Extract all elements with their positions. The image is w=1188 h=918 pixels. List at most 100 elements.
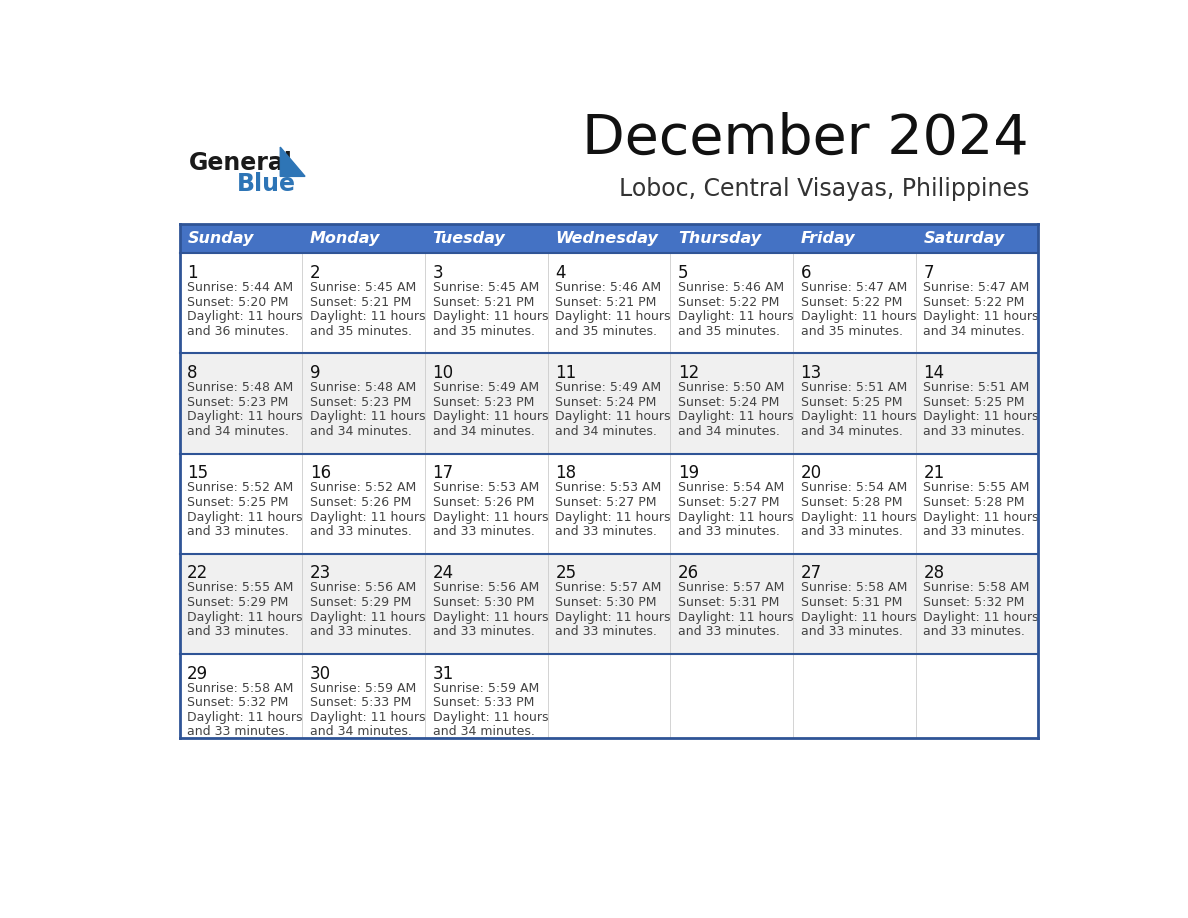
Text: 19: 19 bbox=[678, 465, 699, 482]
Text: Sunrise: 5:55 AM: Sunrise: 5:55 AM bbox=[923, 481, 1030, 494]
Text: Sunset: 5:28 PM: Sunset: 5:28 PM bbox=[923, 496, 1025, 509]
Text: Sunrise: 5:44 AM: Sunrise: 5:44 AM bbox=[188, 281, 293, 294]
Text: 25: 25 bbox=[555, 565, 576, 582]
Text: Daylight: 11 hours: Daylight: 11 hours bbox=[310, 610, 425, 623]
Bar bbox=[425, 224, 548, 253]
Text: Daylight: 11 hours: Daylight: 11 hours bbox=[923, 510, 1038, 523]
Text: Daylight: 11 hours: Daylight: 11 hours bbox=[678, 310, 794, 323]
Text: Daylight: 11 hours: Daylight: 11 hours bbox=[801, 510, 916, 523]
Text: Sunset: 5:29 PM: Sunset: 5:29 PM bbox=[188, 596, 289, 609]
Text: 29: 29 bbox=[188, 665, 208, 683]
Text: Saturday: Saturday bbox=[923, 231, 1005, 246]
Text: and 35 minutes.: and 35 minutes. bbox=[801, 325, 903, 338]
Text: 14: 14 bbox=[923, 364, 944, 382]
Text: Sunset: 5:27 PM: Sunset: 5:27 PM bbox=[555, 496, 657, 509]
Text: 20: 20 bbox=[801, 465, 822, 482]
Text: Sunrise: 5:52 AM: Sunrise: 5:52 AM bbox=[310, 481, 416, 494]
Text: Daylight: 11 hours: Daylight: 11 hours bbox=[188, 610, 303, 623]
Text: Sunrise: 5:53 AM: Sunrise: 5:53 AM bbox=[432, 481, 539, 494]
Text: 3: 3 bbox=[432, 264, 443, 282]
Text: Daylight: 11 hours: Daylight: 11 hours bbox=[432, 711, 548, 723]
Text: 4: 4 bbox=[555, 264, 565, 282]
Text: Sunset: 5:32 PM: Sunset: 5:32 PM bbox=[923, 596, 1025, 609]
Text: 10: 10 bbox=[432, 364, 454, 382]
Text: Sunset: 5:23 PM: Sunset: 5:23 PM bbox=[188, 396, 289, 409]
Text: Daylight: 11 hours: Daylight: 11 hours bbox=[923, 410, 1038, 423]
Text: Sunset: 5:25 PM: Sunset: 5:25 PM bbox=[188, 496, 289, 509]
Text: Daylight: 11 hours: Daylight: 11 hours bbox=[432, 410, 548, 423]
Text: 8: 8 bbox=[188, 364, 197, 382]
Text: Sunrise: 5:45 AM: Sunrise: 5:45 AM bbox=[310, 281, 416, 294]
Text: 1: 1 bbox=[188, 264, 198, 282]
Text: 9: 9 bbox=[310, 364, 321, 382]
Text: Sunset: 5:22 PM: Sunset: 5:22 PM bbox=[801, 296, 902, 308]
Text: Sunrise: 5:47 AM: Sunrise: 5:47 AM bbox=[923, 281, 1030, 294]
Text: and 36 minutes.: and 36 minutes. bbox=[188, 325, 289, 338]
Text: 26: 26 bbox=[678, 565, 699, 582]
Text: Sunrise: 5:46 AM: Sunrise: 5:46 AM bbox=[678, 281, 784, 294]
Text: Sunday: Sunday bbox=[188, 231, 253, 246]
Text: 6: 6 bbox=[801, 264, 811, 282]
Text: Sunrise: 5:55 AM: Sunrise: 5:55 AM bbox=[188, 581, 293, 594]
Text: 12: 12 bbox=[678, 364, 700, 382]
Text: Sunset: 5:32 PM: Sunset: 5:32 PM bbox=[188, 696, 289, 709]
Text: Sunrise: 5:48 AM: Sunrise: 5:48 AM bbox=[310, 381, 416, 394]
Text: Daylight: 11 hours: Daylight: 11 hours bbox=[555, 310, 671, 323]
Text: 28: 28 bbox=[923, 565, 944, 582]
Text: and 33 minutes.: and 33 minutes. bbox=[678, 525, 779, 538]
Text: 11: 11 bbox=[555, 364, 576, 382]
Text: and 33 minutes.: and 33 minutes. bbox=[188, 625, 289, 638]
Bar bbox=[179, 554, 1038, 654]
Text: Sunrise: 5:54 AM: Sunrise: 5:54 AM bbox=[678, 481, 784, 494]
Text: Sunrise: 5:49 AM: Sunrise: 5:49 AM bbox=[555, 381, 662, 394]
Text: Sunrise: 5:58 AM: Sunrise: 5:58 AM bbox=[801, 581, 906, 594]
Text: Daylight: 11 hours: Daylight: 11 hours bbox=[801, 310, 916, 323]
Text: and 33 minutes.: and 33 minutes. bbox=[310, 625, 412, 638]
Polygon shape bbox=[280, 147, 305, 176]
Text: and 34 minutes.: and 34 minutes. bbox=[432, 425, 535, 438]
Text: Sunrise: 5:57 AM: Sunrise: 5:57 AM bbox=[678, 581, 784, 594]
Text: Daylight: 11 hours: Daylight: 11 hours bbox=[555, 610, 671, 623]
Text: and 34 minutes.: and 34 minutes. bbox=[432, 725, 535, 738]
Text: Sunset: 5:31 PM: Sunset: 5:31 PM bbox=[678, 596, 779, 609]
Bar bbox=[792, 224, 916, 253]
Bar bbox=[548, 224, 670, 253]
Text: Sunset: 5:25 PM: Sunset: 5:25 PM bbox=[801, 396, 902, 409]
Bar bbox=[179, 353, 1038, 453]
Text: Sunset: 5:31 PM: Sunset: 5:31 PM bbox=[801, 596, 902, 609]
Text: Daylight: 11 hours: Daylight: 11 hours bbox=[432, 310, 548, 323]
Bar bbox=[179, 453, 1038, 554]
Text: and 34 minutes.: and 34 minutes. bbox=[555, 425, 657, 438]
Text: Wednesday: Wednesday bbox=[555, 231, 658, 246]
Text: Sunset: 5:30 PM: Sunset: 5:30 PM bbox=[432, 596, 535, 609]
Text: Sunrise: 5:58 AM: Sunrise: 5:58 AM bbox=[923, 581, 1030, 594]
Text: Sunset: 5:23 PM: Sunset: 5:23 PM bbox=[310, 396, 411, 409]
Text: Sunset: 5:21 PM: Sunset: 5:21 PM bbox=[432, 296, 533, 308]
Text: 16: 16 bbox=[310, 465, 331, 482]
Text: Daylight: 11 hours: Daylight: 11 hours bbox=[188, 410, 303, 423]
Text: and 33 minutes.: and 33 minutes. bbox=[801, 525, 903, 538]
Text: Sunrise: 5:56 AM: Sunrise: 5:56 AM bbox=[432, 581, 539, 594]
Text: December 2024: December 2024 bbox=[582, 112, 1029, 165]
Text: Daylight: 11 hours: Daylight: 11 hours bbox=[678, 610, 794, 623]
Text: and 35 minutes.: and 35 minutes. bbox=[432, 325, 535, 338]
Text: Sunset: 5:24 PM: Sunset: 5:24 PM bbox=[678, 396, 779, 409]
Text: Sunset: 5:23 PM: Sunset: 5:23 PM bbox=[432, 396, 533, 409]
Text: 2: 2 bbox=[310, 264, 321, 282]
Text: and 33 minutes.: and 33 minutes. bbox=[923, 625, 1025, 638]
Text: Sunrise: 5:51 AM: Sunrise: 5:51 AM bbox=[801, 381, 906, 394]
Text: and 35 minutes.: and 35 minutes. bbox=[555, 325, 657, 338]
Text: and 33 minutes.: and 33 minutes. bbox=[923, 425, 1025, 438]
Text: and 33 minutes.: and 33 minutes. bbox=[188, 725, 289, 738]
Text: Daylight: 11 hours: Daylight: 11 hours bbox=[188, 310, 303, 323]
Text: Sunrise: 5:54 AM: Sunrise: 5:54 AM bbox=[801, 481, 906, 494]
Text: Sunset: 5:20 PM: Sunset: 5:20 PM bbox=[188, 296, 289, 308]
Text: Daylight: 11 hours: Daylight: 11 hours bbox=[310, 510, 425, 523]
Text: and 34 minutes.: and 34 minutes. bbox=[801, 425, 903, 438]
Text: Sunset: 5:21 PM: Sunset: 5:21 PM bbox=[555, 296, 657, 308]
Text: 30: 30 bbox=[310, 665, 331, 683]
Text: Blue: Blue bbox=[236, 172, 296, 196]
Text: and 33 minutes.: and 33 minutes. bbox=[432, 525, 535, 538]
Text: Sunrise: 5:46 AM: Sunrise: 5:46 AM bbox=[555, 281, 662, 294]
Text: Daylight: 11 hours: Daylight: 11 hours bbox=[188, 510, 303, 523]
